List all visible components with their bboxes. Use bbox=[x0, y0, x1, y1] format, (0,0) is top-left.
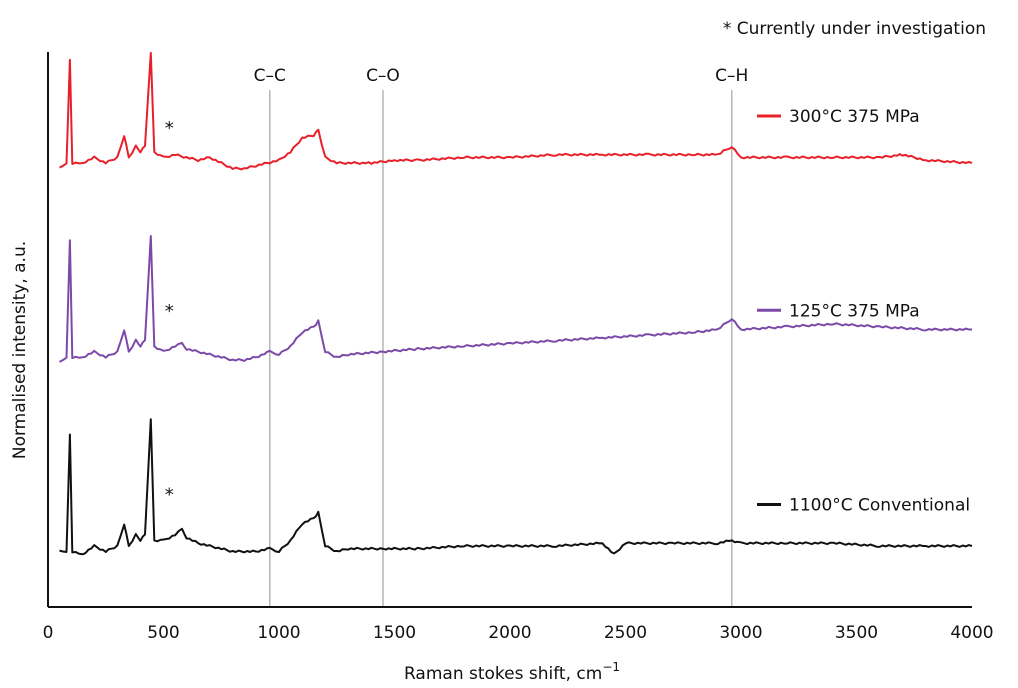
legend: 300°C 375 MPa 125°C 375 MPa 1100°C Convent… bbox=[757, 107, 970, 516]
x-tick-label: 4000 bbox=[950, 623, 993, 643]
legend-label: 125°C 375 MPa bbox=[789, 301, 920, 321]
x-axis-title: Raman stokes shift, cm−1 bbox=[404, 660, 620, 684]
reference-line-label: C–O bbox=[366, 66, 400, 86]
axes bbox=[47, 52, 972, 608]
reference-line-label: C–C bbox=[254, 66, 286, 86]
x-tick-label: 1000 bbox=[257, 623, 300, 643]
x-tick-label: 3000 bbox=[719, 623, 762, 643]
legend-entry: 1100°C Conventional bbox=[757, 496, 970, 516]
x-axis-title-unit-exponent: −1 bbox=[602, 660, 620, 674]
x-tick-label: 500 bbox=[147, 623, 179, 643]
legend-entry: 125°C 375 MPa bbox=[757, 301, 920, 321]
x-tick-label: 2000 bbox=[488, 623, 531, 643]
reference-lines: C–C C–O C–H bbox=[254, 66, 748, 607]
legend-entry: 300°C 375 MPa bbox=[757, 107, 920, 127]
legend-label: 1100°C Conventional bbox=[789, 496, 970, 516]
x-tick-label: 1500 bbox=[373, 623, 416, 643]
series-line bbox=[59, 235, 972, 363]
peak-star-marker: * bbox=[165, 301, 174, 322]
peak-markers: * * * bbox=[165, 118, 174, 505]
x-tick-label: 0 bbox=[43, 623, 54, 643]
peak-star-marker: * bbox=[165, 484, 174, 505]
legend-label: 300°C 375 MPa bbox=[789, 107, 920, 127]
reference-line-label: C–H bbox=[715, 66, 748, 86]
series-line bbox=[59, 51, 973, 171]
y-axis-title: Normalised intensity, a.u. bbox=[10, 241, 30, 459]
x-tick-label: 3500 bbox=[835, 623, 878, 643]
series-line bbox=[59, 418, 973, 556]
x-tick-label: 2500 bbox=[604, 623, 647, 643]
series-layer bbox=[59, 51, 973, 556]
x-axis-title-main: Raman stokes shift, cm bbox=[404, 664, 602, 684]
peak-star-marker: * bbox=[165, 118, 174, 139]
x-tick-labels: 0 500 1000 1500 2000 2500 3000 3500 4000 bbox=[43, 623, 994, 643]
footnote: * Currently under investigation bbox=[723, 19, 986, 39]
